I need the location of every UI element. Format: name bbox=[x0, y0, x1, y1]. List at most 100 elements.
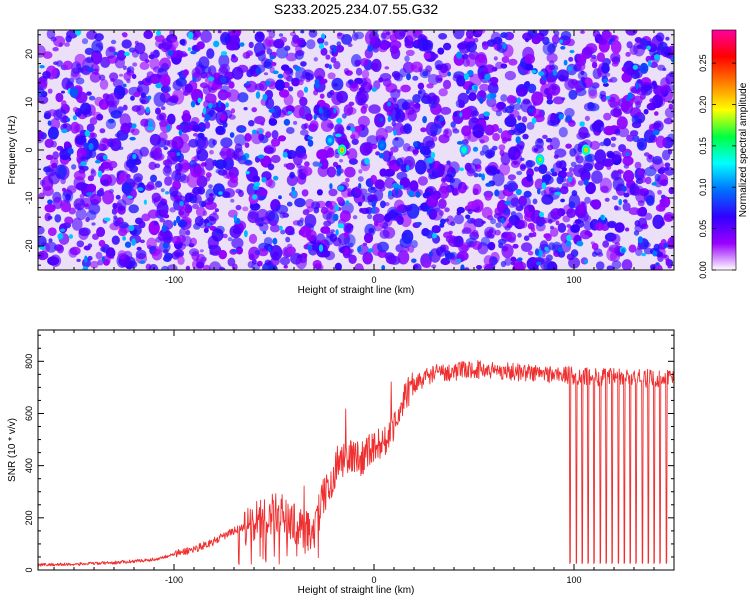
heatmap-cell bbox=[404, 124, 411, 132]
heatmap-cell bbox=[190, 100, 196, 108]
heatmap-cell bbox=[360, 58, 370, 67]
heatmap-cell bbox=[347, 188, 352, 193]
heatmap-cell bbox=[631, 114, 640, 125]
heatmap-cell bbox=[647, 59, 652, 67]
heatmap-cell bbox=[644, 166, 657, 177]
heatmap-cell bbox=[337, 223, 345, 229]
heatmap-cell bbox=[116, 217, 124, 225]
heatmap-cell bbox=[493, 56, 498, 61]
heatmap-peak bbox=[642, 66, 646, 71]
heatmap-cell bbox=[214, 250, 220, 255]
heatmap-cell bbox=[277, 73, 284, 79]
heatmap-cell bbox=[82, 109, 92, 118]
heatmap-cell bbox=[560, 46, 566, 50]
heatmap-cell bbox=[215, 169, 221, 174]
heatmap-cell bbox=[217, 100, 222, 108]
heatmap-cell bbox=[510, 256, 517, 262]
heatmap-peak bbox=[340, 148, 344, 152]
heatmap-cell bbox=[531, 91, 544, 106]
heatmap-cell bbox=[78, 227, 91, 237]
heatmap-cell bbox=[274, 79, 286, 91]
heatmap-cell bbox=[518, 195, 527, 207]
heatmap-cell bbox=[481, 173, 485, 181]
heatmap-cell bbox=[535, 138, 544, 149]
heatmap-cell bbox=[621, 248, 626, 254]
x-tick-label: 100 bbox=[566, 275, 581, 285]
heatmap-peak bbox=[538, 157, 542, 162]
heatmap-cell bbox=[371, 87, 377, 92]
heatmap-cell bbox=[289, 230, 295, 236]
heatmap-cell bbox=[235, 30, 242, 35]
heatmap-cell bbox=[66, 185, 77, 194]
heatmap-cell bbox=[473, 172, 479, 178]
y-tick-label: 600 bbox=[24, 406, 34, 421]
heatmap-y-label: Frequency (Hz) bbox=[7, 116, 18, 185]
heatmap-cell bbox=[541, 182, 547, 190]
x-tick-label: 100 bbox=[566, 575, 581, 585]
heatmap-cell bbox=[209, 251, 214, 255]
heatmap-cell bbox=[154, 147, 162, 154]
heatmap-cell bbox=[96, 226, 106, 238]
heatmap-cell bbox=[62, 187, 66, 192]
heatmap-cell bbox=[556, 69, 569, 82]
heatmap-cell bbox=[204, 121, 211, 129]
heatmap-cell bbox=[268, 246, 272, 253]
heatmap-cell bbox=[506, 137, 512, 142]
heatmap-cell bbox=[272, 70, 279, 75]
heatmap-cell bbox=[442, 177, 447, 182]
heatmap-cell bbox=[456, 75, 466, 87]
heatmap-cell bbox=[62, 123, 68, 129]
colorbar-label: Normalized spectral amplitude bbox=[738, 82, 749, 217]
heatmap-cell bbox=[368, 227, 375, 234]
heatmap-cell bbox=[621, 185, 627, 192]
heatmap-cell bbox=[386, 110, 393, 117]
heatmap-peak bbox=[72, 90, 76, 95]
heatmap-cell bbox=[68, 207, 77, 215]
heatmap-cell bbox=[285, 236, 291, 243]
heatmap-cell bbox=[178, 142, 191, 154]
heatmap-cell bbox=[200, 30, 212, 43]
heatmap-cell bbox=[110, 39, 117, 45]
heatmap-cell bbox=[541, 76, 547, 82]
heatmap-cell bbox=[532, 108, 543, 119]
heatmap-cell bbox=[147, 126, 154, 131]
heatmap-cell bbox=[47, 199, 53, 205]
heatmap-cell bbox=[652, 250, 658, 257]
heatmap-cell bbox=[231, 237, 244, 249]
heatmap-cell bbox=[96, 113, 104, 121]
heatmap-cell bbox=[94, 71, 99, 76]
heatmap-cell bbox=[568, 89, 578, 100]
heatmap-cell bbox=[385, 254, 397, 265]
heatmap-cell bbox=[523, 190, 532, 198]
heatmap-cell bbox=[126, 78, 131, 84]
heatmap-cell bbox=[462, 185, 469, 191]
heatmap-cell bbox=[374, 113, 386, 128]
heatmap-cell bbox=[91, 50, 103, 65]
heatmap-cell bbox=[565, 143, 572, 149]
heatmap-cell bbox=[180, 38, 187, 47]
heatmap-cell bbox=[61, 100, 67, 108]
heatmap-cell bbox=[521, 116, 528, 123]
heatmap-cell bbox=[176, 152, 181, 157]
heatmap-cell bbox=[539, 30, 549, 37]
heatmap-cell bbox=[323, 220, 332, 227]
heatmap-cell bbox=[163, 164, 172, 174]
heatmap-cell bbox=[56, 60, 63, 67]
heatmap-cell bbox=[61, 90, 65, 94]
heatmap-cell bbox=[367, 248, 374, 253]
heatmap-cell bbox=[618, 127, 630, 138]
heatmap-cell bbox=[533, 166, 540, 172]
heatmap-cell bbox=[391, 120, 396, 127]
heatmap-cell bbox=[222, 156, 234, 171]
heatmap-cell bbox=[333, 61, 341, 70]
heatmap-cell bbox=[353, 185, 363, 196]
heatmap-cell bbox=[465, 41, 477, 53]
heatmap-cell bbox=[610, 143, 616, 148]
heatmap-cell bbox=[74, 53, 87, 66]
heatmap-cell bbox=[362, 192, 375, 203]
heatmap-cell bbox=[38, 235, 47, 248]
heatmap-cell bbox=[100, 246, 106, 252]
heatmap-cell bbox=[507, 174, 516, 181]
heatmap-cell bbox=[282, 151, 288, 158]
heatmap-cell bbox=[485, 166, 498, 176]
